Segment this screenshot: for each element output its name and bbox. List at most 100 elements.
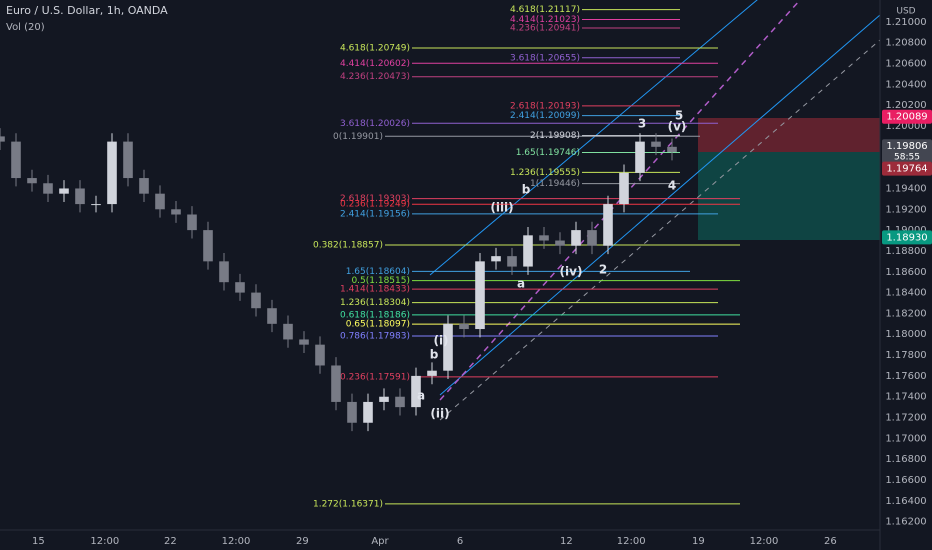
y-tick-label: 1.16600 (885, 475, 926, 486)
x-tick-label: 12:00 (617, 536, 646, 547)
x-tick-label: 6 (457, 536, 463, 547)
candle-body (219, 261, 229, 283)
target-zone (698, 152, 880, 240)
candle-body (443, 323, 453, 371)
y-tick-label: 1.16400 (885, 496, 926, 507)
candle-body (395, 396, 405, 408)
candle-body (251, 292, 261, 309)
candle-body (155, 193, 165, 210)
fib-label: 0.382(1.18857) (313, 241, 383, 251)
price-tag (882, 230, 932, 245)
candle-body (27, 178, 37, 184)
fib-label: 2.414(1.20099) (510, 111, 580, 121)
candle-body (107, 141, 117, 205)
x-tick-label: 12 (560, 536, 573, 547)
candle-body (651, 141, 661, 147)
channel-dashed (439, 39, 881, 421)
candle-body (635, 141, 645, 173)
candle-body (539, 235, 549, 241)
price-tag-label: 1.18930 (886, 232, 927, 243)
fib-label: 1.236(1.19555) (510, 168, 580, 178)
fib-label: 1.272(1.16371) (313, 499, 383, 509)
wave-label: b (522, 183, 531, 197)
wave-label: (iv) (560, 265, 583, 279)
currency: USD (896, 7, 915, 17)
candle-body (347, 401, 357, 423)
indicator-name: Vol (20) (6, 22, 45, 33)
x-tick-label: 19 (692, 536, 705, 547)
candle-body (91, 204, 101, 206)
channel-line (439, 14, 881, 396)
fib-label: 0.786(1.17983) (340, 332, 410, 342)
fib-label: 2.414(1.19156) (340, 209, 410, 219)
candle-body (235, 282, 245, 293)
candle-body (475, 261, 485, 330)
y-tick-label: 1.20800 (885, 38, 926, 49)
y-tick-label: 1.20200 (885, 100, 926, 111)
candle-body (11, 141, 21, 179)
channel-line (429, 0, 758, 276)
y-tick-label: 1.17400 (885, 392, 926, 403)
x-tick-label: 15 (32, 536, 45, 547)
candle-body (0, 136, 5, 142)
wave-label: 2 (599, 263, 607, 277)
fib-label: 0(1.19901) (333, 132, 383, 142)
y-tick-label: 1.16200 (885, 517, 926, 528)
candle-body (491, 256, 501, 262)
candle-body (139, 178, 149, 194)
fib-label: 1.236(1.18304) (340, 298, 410, 308)
candle-body (75, 188, 85, 205)
wave-label: (ii) (430, 407, 449, 421)
fib-label: 2(1.19908) (530, 131, 580, 141)
candle-body (299, 339, 309, 345)
candle-body (411, 375, 421, 408)
fib-label: 1(1.19446) (530, 179, 580, 189)
candle-body (667, 146, 677, 153)
candle-body (43, 183, 53, 194)
candle-body (283, 323, 293, 340)
candle-body (507, 256, 517, 267)
price-tag (882, 161, 932, 176)
candle-body (587, 230, 597, 246)
candle-body (523, 235, 533, 267)
candle-body (123, 141, 133, 179)
wave-label: 4 (668, 179, 676, 193)
fib-label: 3.618(1.20026) (340, 119, 410, 129)
y-tick-label: 1.17800 (885, 350, 926, 361)
fib-label: 4.618(1.20749) (340, 44, 410, 54)
price-tag-label: 1.19806 (886, 141, 927, 152)
y-tick-label: 1.17000 (885, 433, 926, 444)
y-tick-label: 1.17200 (885, 413, 926, 424)
candle-body (427, 370, 437, 376)
price-tag-label: 1.19764 (886, 164, 927, 175)
candle-body (59, 188, 69, 194)
wave-label: (iii) (490, 201, 513, 215)
candle-body (379, 396, 389, 402)
fib-label: 4.236(1.20941) (510, 24, 580, 34)
x-tick-label: 29 (296, 536, 309, 547)
fib-label: 4.414(1.20602) (340, 59, 410, 69)
candle-body (187, 214, 197, 231)
wave-labels: 5(v)34(iii)b(iv) 2a(i)ba(ii) (417, 109, 686, 421)
fib-label: 1.414(1.18433) (340, 285, 410, 295)
fib-label: 0.618(1.18186) (340, 310, 410, 320)
price-tag-label: 1.20089 (886, 112, 927, 123)
stop-zone (698, 118, 880, 152)
fib-label: 2.618(1.19303) (340, 194, 410, 204)
y-tick-label: 1.20600 (885, 59, 926, 70)
fib-label: 1.65(1.18604) (346, 267, 410, 277)
y-tick-label: 1.19200 (885, 204, 926, 215)
fib-label: 0.5(1.18515) (351, 276, 410, 286)
x-tick-label: 12:00 (222, 536, 251, 547)
y-tick-label: 1.19400 (885, 183, 926, 194)
fib-label: 3.618(1.20655) (510, 53, 580, 63)
fib-label: 0.65(1.18097) (346, 320, 410, 330)
y-tick-label: 1.18400 (885, 288, 926, 299)
y-tick-label: 1.18800 (885, 246, 926, 257)
wave-label: (v) (668, 120, 687, 134)
y-tick-label: 1.17600 (885, 371, 926, 382)
y-tick-label: 1.21000 (885, 17, 926, 28)
symbol-title: Euro / U.S. Dollar, 1h, OANDA (6, 4, 168, 17)
